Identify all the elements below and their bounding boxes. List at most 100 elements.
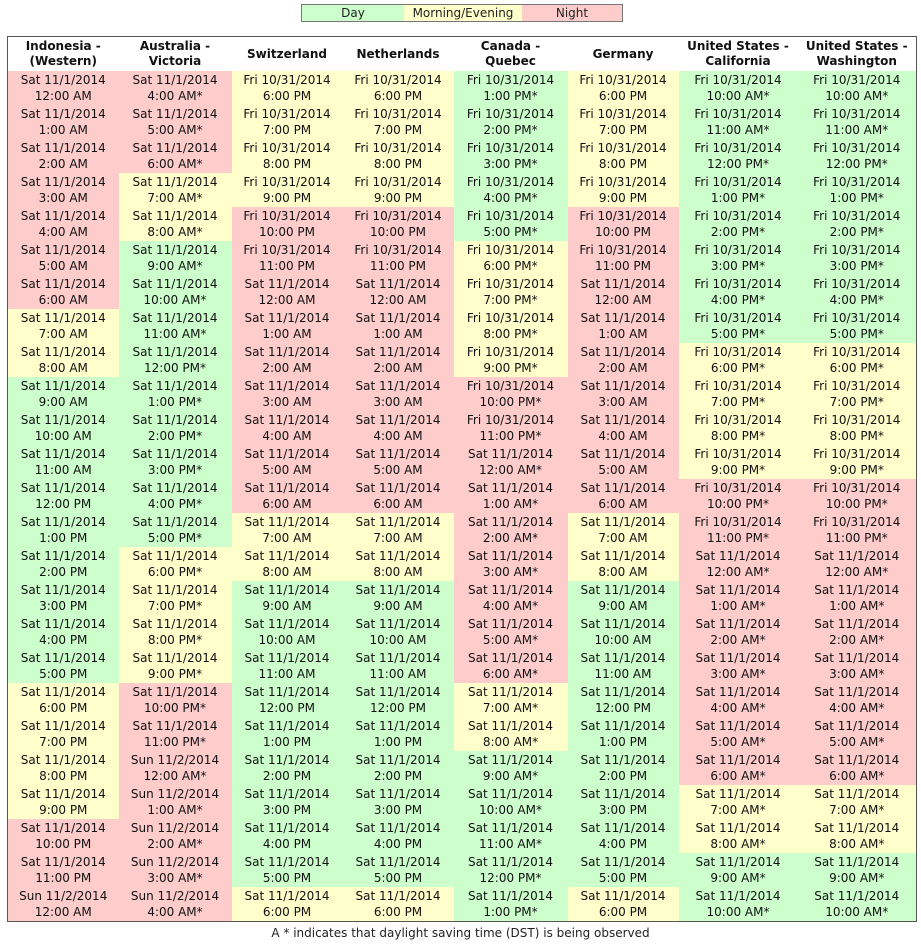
time-cell: Sat 11/1/2014 12:00 PM: [7, 479, 119, 513]
table-row: Sat 11/1/2014 10:00 PM Sun 11/2/2014 2:00…: [7, 819, 917, 853]
time-cell: Fri 10/31/2014 8:00 PM*: [453, 309, 568, 343]
time-cell: Sat 11/1/2014 4:00 AM*: [797, 683, 917, 717]
time-cell: Sat 11/1/2014 12:00 PM: [231, 683, 343, 717]
time-cell: Sat 11/1/2014 3:00 PM: [567, 785, 679, 819]
table-row: Sat 11/1/2014 7:00 AM Sat 11/1/2014 11:00…: [7, 309, 917, 343]
time-cell: Fri 10/31/2014 1:00 PM*: [797, 173, 917, 207]
time-cell: Sat 11/1/2014 1:00 AM*: [678, 581, 798, 615]
time-cell: Sat 11/1/2014 4:00 PM: [342, 819, 454, 853]
time-comparison-table: Indonesia - (Western) Australia - Victori…: [7, 36, 917, 922]
column-header: United States - California: [678, 36, 798, 71]
time-cell: Sat 11/1/2014 12:00 AM*: [453, 445, 568, 479]
table-row: Sat 11/1/2014 11:00 PM Sun 11/2/2014 3:00…: [7, 853, 917, 887]
time-cell: Sat 11/1/2014 2:00 PM: [7, 547, 119, 581]
time-cell: Fri 10/31/2014 11:00 PM*: [453, 411, 568, 445]
table-row: Sat 11/1/2014 6:00 AM Sat 11/1/2014 10:00…: [7, 275, 917, 309]
time-cell: Fri 10/31/2014 8:00 PM: [342, 139, 454, 173]
time-cell: Fri 10/31/2014 12:00 PM*: [678, 139, 798, 173]
time-cell: Fri 10/31/2014 10:00 AM*: [678, 71, 798, 105]
time-cell: Fri 10/31/2014 5:00 PM*: [453, 207, 568, 241]
table-row: Sat 11/1/2014 9:00 AM Sat 11/1/2014 1:00 …: [7, 377, 917, 411]
time-cell: Fri 10/31/2014 10:00 PM: [567, 207, 679, 241]
time-cell: Sat 11/1/2014 2:00 AM: [231, 343, 343, 377]
table-row: Sat 11/1/2014 2:00 AM Sat 11/1/2014 6:00 …: [7, 139, 917, 173]
time-cell: Sat 11/1/2014 11:00 AM: [567, 649, 679, 683]
time-cell: Sat 11/1/2014 9:00 AM*: [118, 241, 232, 275]
table-row: Sat 11/1/2014 3:00 AM Sat 11/1/2014 7:00 …: [7, 173, 917, 207]
time-cell: Sat 11/1/2014 3:00 AM*: [797, 649, 917, 683]
table-row: Sat 11/1/2014 9:00 PM Sun 11/2/2014 1:00 …: [7, 785, 917, 819]
time-cell: Sat 11/1/2014 3:00 PM: [7, 581, 119, 615]
time-cell: Sat 11/1/2014 10:00 AM: [342, 615, 454, 649]
time-cell: Sat 11/1/2014 3:00 AM*: [678, 649, 798, 683]
time-cell: Fri 10/31/2014 5:00 PM*: [797, 309, 917, 343]
time-cell: Sat 11/1/2014 8:00 AM*: [453, 717, 568, 751]
time-cell: Sat 11/1/2014 10:00 AM: [7, 411, 119, 445]
time-cell: Sat 11/1/2014 4:00 PM: [567, 819, 679, 853]
time-cell: Sat 11/1/2014 6:00 AM: [7, 275, 119, 309]
time-cell: Sat 11/1/2014 4:00 AM: [231, 411, 343, 445]
time-cell: Sat 11/1/2014 9:00 AM*: [453, 751, 568, 785]
time-cell: Fri 10/31/2014 8:00 PM: [567, 139, 679, 173]
time-cell: Sat 11/1/2014 5:00 AM: [231, 445, 343, 479]
time-cell: Sat 11/1/2014 1:00 AM: [567, 309, 679, 343]
time-cell: Sat 11/1/2014 7:00 AM*: [797, 785, 917, 819]
time-cell: Sat 11/1/2014 8:00 AM: [342, 547, 454, 581]
time-cell: Sat 11/1/2014 8:00 AM: [231, 547, 343, 581]
time-cell: Sat 11/1/2014 3:00 AM: [567, 377, 679, 411]
time-cell: Sat 11/1/2014 5:00 AM*: [797, 717, 917, 751]
column-header: Australia - Victoria: [118, 36, 232, 71]
time-cell: Sat 11/1/2014 1:00 PM*: [453, 887, 568, 922]
time-cell: Sat 11/1/2014 2:00 AM: [7, 139, 119, 173]
time-cell: Fri 10/31/2014 6:00 PM*: [453, 241, 568, 275]
time-cell: Sat 11/1/2014 2:00 AM*: [453, 513, 568, 547]
time-cell: Fri 10/31/2014 6:00 PM: [567, 71, 679, 105]
time-cell: Sat 11/1/2014 4:00 PM*: [118, 479, 232, 513]
table-row: Sat 11/1/2014 12:00 AM Sat 11/1/2014 4:00…: [7, 71, 917, 105]
time-cell: Fri 10/31/2014 2:00 PM*: [797, 207, 917, 241]
time-cell: Sat 11/1/2014 8:00 PM*: [118, 615, 232, 649]
time-cell: Sat 11/1/2014 5:00 AM: [342, 445, 454, 479]
time-cell: Fri 10/31/2014 9:00 PM: [342, 173, 454, 207]
time-cell: Fri 10/31/2014 4:00 PM*: [678, 275, 798, 309]
time-cell: Sat 11/1/2014 6:00 AM: [342, 479, 454, 513]
table-row: Sat 11/1/2014 4:00 AM Sat 11/1/2014 8:00 …: [7, 207, 917, 241]
dst-footnote: A * indicates that daylight saving time …: [271, 926, 650, 940]
time-cell: Sat 11/1/2014 6:00 AM*: [453, 649, 568, 683]
time-cell: Fri 10/31/2014 6:00 PM*: [678, 343, 798, 377]
time-cell: Fri 10/31/2014 7:00 PM*: [678, 377, 798, 411]
time-cell: Fri 10/31/2014 7:00 PM: [231, 105, 343, 139]
time-cell: Sat 11/1/2014 9:00 PM: [7, 785, 119, 819]
time-cell: Sat 11/1/2014 4:00 AM*: [453, 581, 568, 615]
time-cell: Sat 11/1/2014 3:00 AM: [231, 377, 343, 411]
time-cell: Fri 10/31/2014 8:00 PM*: [797, 411, 917, 445]
time-cell: Sat 11/1/2014 10:00 AM*: [678, 887, 798, 922]
table-row: Sat 11/1/2014 1:00 AM Sat 11/1/2014 5:00 …: [7, 105, 917, 139]
time-cell: Sat 11/1/2014 8:00 PM: [7, 751, 119, 785]
time-cell: Sat 11/1/2014 6:00 PM: [342, 887, 454, 922]
time-cell: Fri 10/31/2014 5:00 PM*: [678, 309, 798, 343]
time-cell: Sat 11/1/2014 5:00 PM*: [118, 513, 232, 547]
table-row: Sat 11/1/2014 8:00 PM Sun 11/2/2014 12:00…: [7, 751, 917, 785]
time-cell: Sat 11/1/2014 7:00 AM: [567, 513, 679, 547]
time-cell: Sat 11/1/2014 1:00 AM: [342, 309, 454, 343]
time-cell: Sat 11/1/2014 7:00 PM: [7, 717, 119, 751]
time-cell: Fri 10/31/2014 9:00 PM: [231, 173, 343, 207]
column-header: United States - Washington: [797, 36, 917, 71]
time-cell: Sun 11/2/2014 3:00 AM*: [118, 853, 232, 887]
time-cell: Sat 11/1/2014 3:00 AM*: [453, 547, 568, 581]
column-header: Switzerland: [231, 36, 343, 71]
time-cell: Sat 11/1/2014 1:00 PM: [342, 717, 454, 751]
time-cell: Fri 10/31/2014 11:00 PM: [342, 241, 454, 275]
time-cell: Sat 11/1/2014 6:00 AM*: [678, 751, 798, 785]
time-cell: Fri 10/31/2014 4:00 PM*: [797, 275, 917, 309]
time-cell: Sat 11/1/2014 6:00 AM: [567, 479, 679, 513]
time-cell: Sat 11/1/2014 8:00 AM: [567, 547, 679, 581]
table-row: Sat 11/1/2014 5:00 PM Sat 11/1/2014 9:00 …: [7, 649, 917, 683]
time-cell: Sat 11/1/2014 11:00 AM*: [453, 819, 568, 853]
time-cell: Sat 11/1/2014 9:00 AM: [231, 581, 343, 615]
time-cell: Sat 11/1/2014 5:00 PM: [567, 853, 679, 887]
time-cell: Sat 11/1/2014 12:00 PM: [567, 683, 679, 717]
time-cell: Sat 11/1/2014 6:00 AM*: [797, 751, 917, 785]
table-row: Sat 11/1/2014 4:00 PM Sat 11/1/2014 8:00 …: [7, 615, 917, 649]
